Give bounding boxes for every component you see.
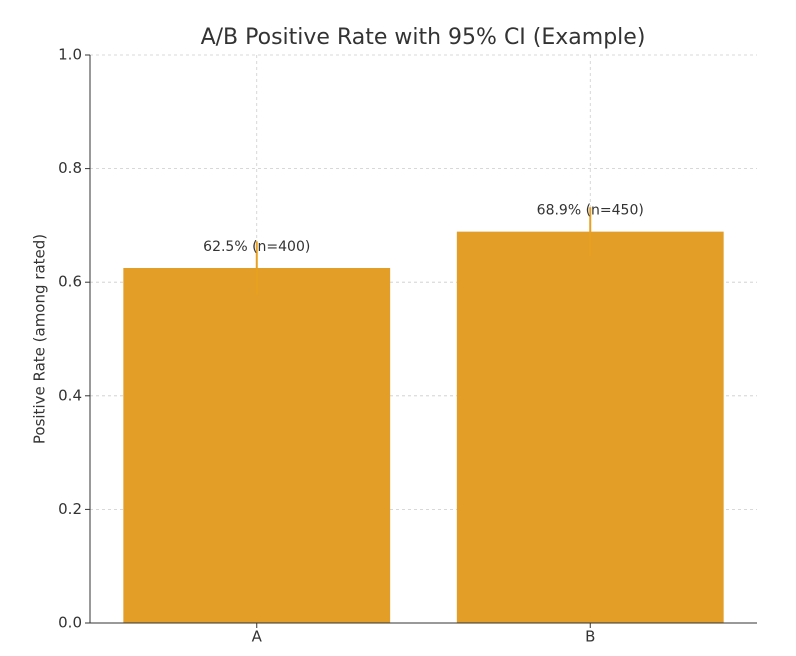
y-axis-label: Positive Rate (among rated) [31, 234, 49, 444]
y-tick-label: 0.2 [58, 500, 82, 518]
y-tick-label: 0.4 [58, 386, 82, 404]
y-tick-label: 1.0 [58, 46, 82, 64]
bar [123, 268, 391, 623]
y-tick-label: 0.6 [58, 273, 82, 291]
y-tick-label: 0.8 [58, 159, 82, 177]
y-tick-label: 0.0 [58, 614, 82, 632]
value-label: 68.9% (n=450) [537, 203, 644, 219]
x-tick-label: A [252, 628, 263, 646]
x-tick-label: B [585, 628, 595, 646]
chart-title: A/B Positive Rate with 95% CI (Example) [201, 25, 646, 50]
value-label: 62.5% (n=400) [203, 239, 310, 255]
bar [456, 231, 724, 623]
